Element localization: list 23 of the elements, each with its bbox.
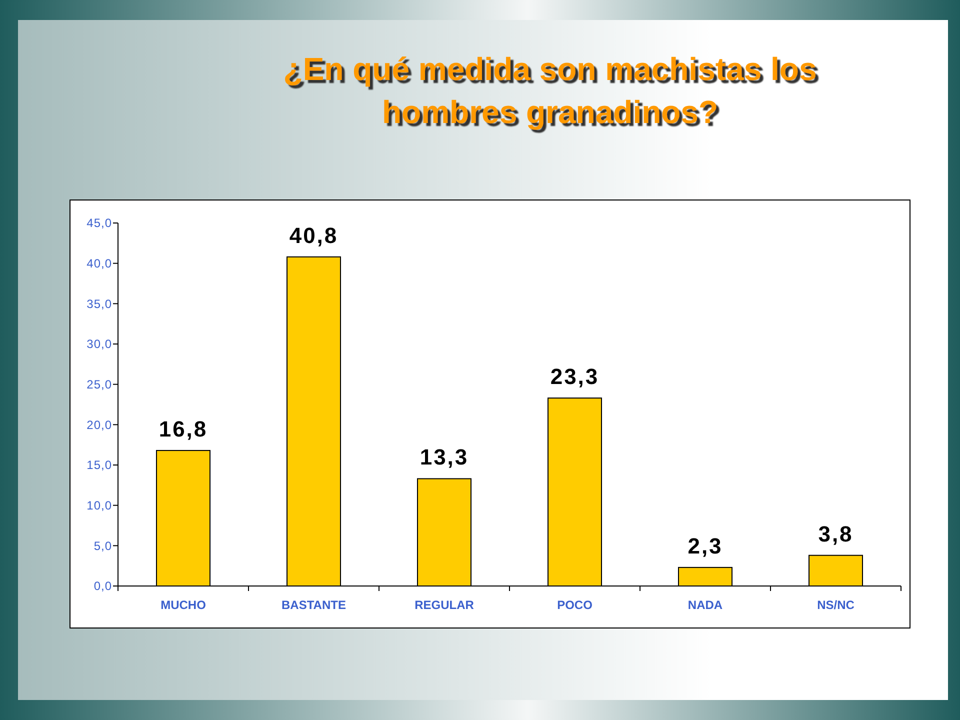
y-tick-label: 0,0 (94, 579, 112, 594)
x-tick-label: NADA (688, 598, 723, 612)
x-tick-label: NS/NC (817, 598, 855, 612)
data-label: 40,8 (289, 222, 338, 248)
y-tick-label: 15,0 (86, 458, 112, 472)
data-label: 2,3 (688, 533, 723, 558)
y-tick-label: 40,0 (86, 256, 112, 271)
y-tick-label: 35,0 (86, 296, 112, 311)
data-label: 23,3 (550, 364, 600, 390)
x-tick-label: POCO (557, 598, 592, 612)
y-tick-label: 10,0 (86, 498, 112, 513)
x-tick-label: BASTANTE (282, 598, 346, 612)
data-label: 3,8 (818, 521, 854, 546)
data-label: 13,3 (420, 444, 469, 470)
chart-title: ¿En qué medida son machistas los hombres granadinos? (283, 51, 817, 130)
y-tick-label: 25,0 (86, 378, 112, 392)
data-label: 16,8 (158, 416, 208, 442)
y-tick-label: 45,0 (86, 216, 112, 230)
x-tick-label: MUCHO (160, 598, 206, 612)
y-tick-label: 5,0 (94, 538, 112, 553)
y-tick-label: 30,0 (86, 337, 112, 352)
y-tick-label: 20,0 (86, 418, 112, 432)
x-tick-label: REGULAR (414, 598, 474, 612)
